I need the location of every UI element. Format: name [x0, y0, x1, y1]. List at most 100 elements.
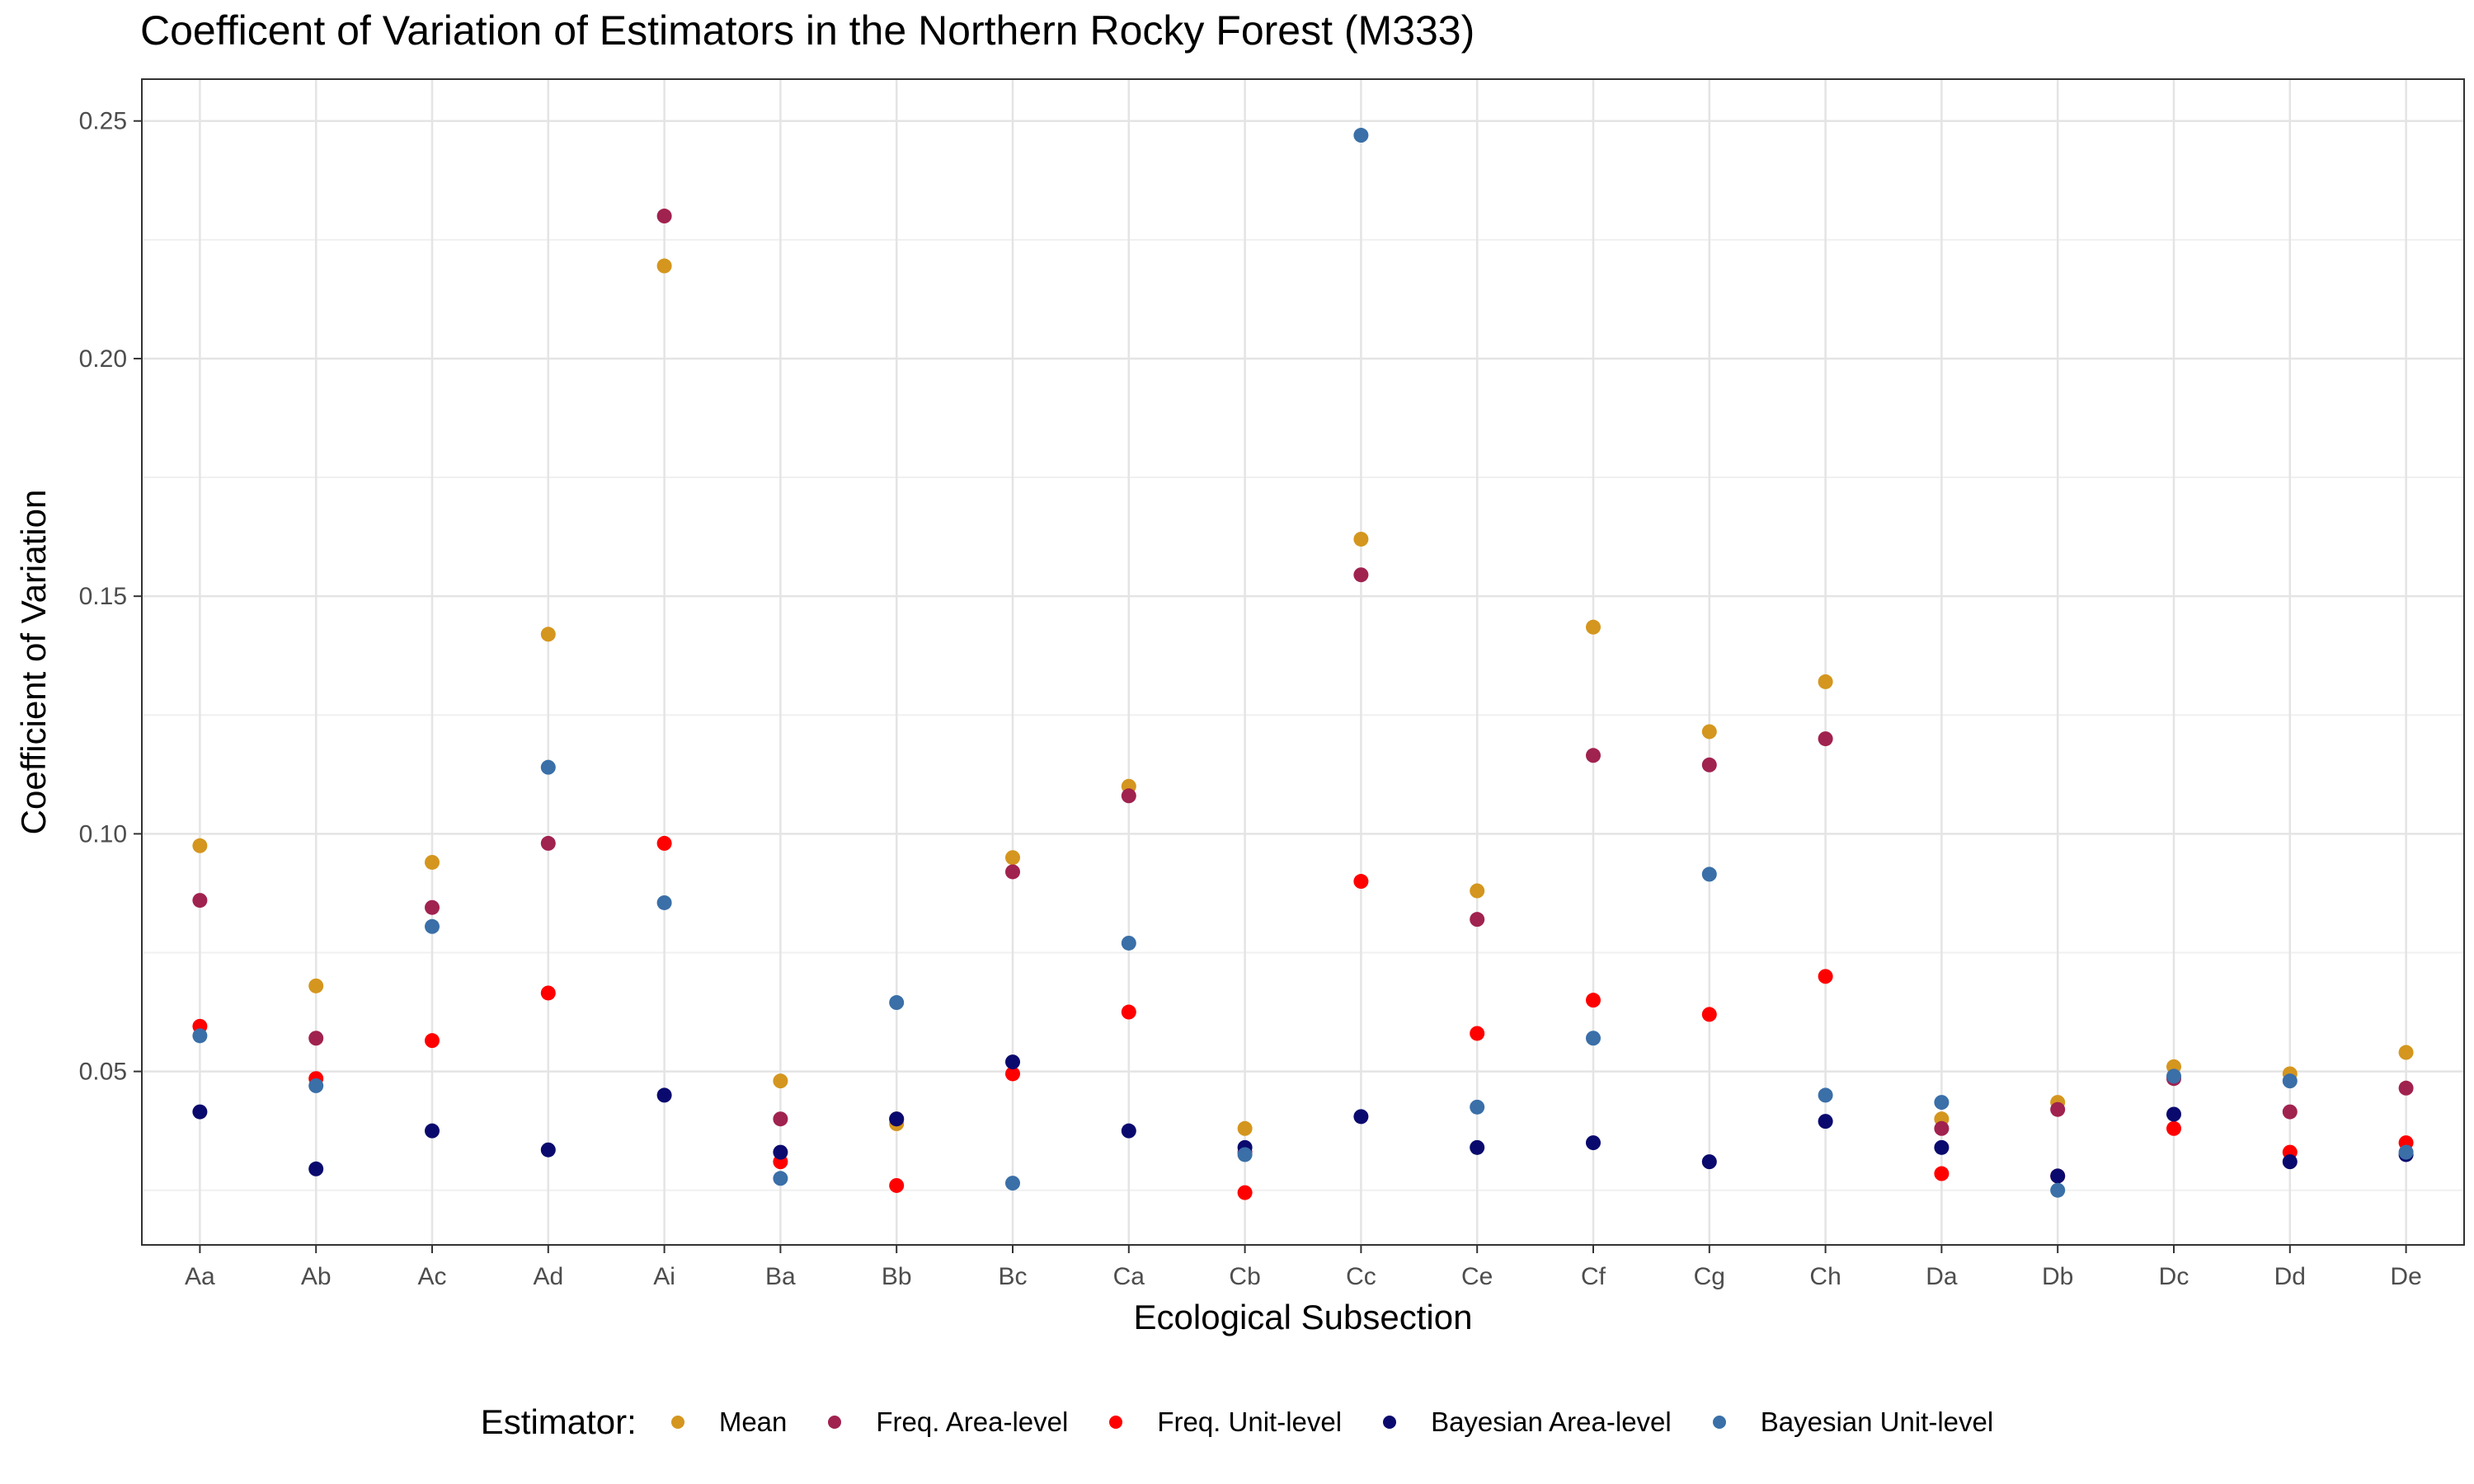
- point-freq-unit-level-ce: [1470, 1026, 1485, 1041]
- legend-label-freq-area-level: Freq. Area-level: [876, 1407, 1069, 1437]
- y-tick-label: 0.05: [79, 1059, 127, 1086]
- point-bayesian-area-level-ca: [1121, 1123, 1136, 1139]
- point-bayesian-area-level-db: [2050, 1168, 2066, 1184]
- x-tick-label: Ac: [417, 1263, 446, 1290]
- point-bayesian-area-level-ba: [773, 1144, 788, 1160]
- point-mean-cg: [1701, 724, 1717, 740]
- point-bayesian-unit-level-db: [2050, 1182, 2066, 1198]
- point-freq-unit-level-cg: [1701, 1007, 1717, 1022]
- y-axis-title: Coefficient of Variation: [14, 490, 53, 835]
- point-freq-area-level-ce: [1470, 912, 1485, 928]
- point-bayesian-area-level-dc: [2166, 1106, 2181, 1122]
- x-axis: Aa Ab Ac Ad Ai Ba Bb Bc Ca Cb Cc Ce Cf Cg Ch Da Db Dc Dd De: [185, 1245, 2422, 1290]
- chart-title: Coefficent of Variation of Estimators in…: [140, 7, 1475, 54]
- y-tick-label: 0.10: [79, 820, 127, 848]
- point-freq-unit-level-da: [1934, 1166, 1950, 1181]
- x-tick-label: Dc: [2159, 1263, 2189, 1290]
- point-bayesian-unit-level-ac: [425, 918, 440, 934]
- point-freq-area-level-da: [1934, 1120, 1950, 1136]
- legend-key-freq-area-level: [828, 1416, 842, 1429]
- legend-item-freq-unit-level: Freq. Unit-level: [1109, 1407, 1342, 1438]
- point-freq-unit-level-bc: [1005, 1066, 1020, 1082]
- point-freq-unit-level-bb: [889, 1177, 905, 1193]
- point-bayesian-unit-level-ai: [656, 895, 672, 910]
- x-tick-label: Cb: [1229, 1263, 1260, 1290]
- minor-gridlines: [142, 238, 2464, 1191]
- point-freq-unit-level-dc: [2166, 1120, 2181, 1136]
- point-bayesian-unit-level-da: [1934, 1095, 1950, 1111]
- legend-item-freq-area-level: Freq. Area-level: [828, 1407, 1068, 1438]
- point-mean-ba: [773, 1073, 788, 1089]
- point-bayesian-unit-level-bc: [1005, 1176, 1020, 1191]
- point-mean-bc: [1005, 850, 1020, 866]
- y-tick-label: 0.15: [79, 583, 127, 610]
- point-bayesian-area-level-cc: [1353, 1109, 1369, 1125]
- point-mean-ce: [1470, 883, 1485, 899]
- point-freq-unit-level-ad: [540, 985, 556, 1001]
- data-points: [192, 128, 2414, 1200]
- point-bayesian-unit-level-aa: [192, 1028, 208, 1044]
- x-tick-label: Ai: [653, 1263, 675, 1290]
- legend-key-bayesian-area-level: [1383, 1416, 1397, 1429]
- legend-key-bayesian-unit-level: [1712, 1416, 1726, 1429]
- point-freq-area-level-ba: [773, 1111, 788, 1127]
- x-tick-label: Ab: [301, 1263, 332, 1290]
- x-tick-label: Da: [1926, 1263, 1958, 1290]
- point-freq-unit-level-ac: [425, 1033, 440, 1049]
- x-tick-label: Ca: [1113, 1263, 1145, 1290]
- point-bayesian-area-level-cg: [1701, 1154, 1717, 1170]
- point-freq-unit-level-cf: [1586, 993, 1601, 1008]
- legend-label-bayesian-unit-level: Bayesian Unit-level: [1760, 1407, 1994, 1437]
- point-freq-unit-level-ai: [656, 835, 672, 851]
- point-bayesian-unit-level-cf: [1586, 1031, 1601, 1046]
- legend-key-freq-unit-level: [1109, 1416, 1123, 1429]
- point-bayesian-area-level-ch: [1818, 1114, 1833, 1129]
- point-bayesian-area-level-bb: [889, 1111, 905, 1127]
- point-bayesian-area-level-aa: [192, 1104, 208, 1120]
- point-bayesian-unit-level-dc: [2166, 1068, 2181, 1084]
- series-bayesian-area-level: [192, 1054, 2414, 1184]
- point-freq-area-level-ad: [540, 835, 556, 851]
- y-tick-label: 0.20: [79, 345, 127, 373]
- x-tick-label: Aa: [185, 1263, 215, 1290]
- x-tick-label: Ba: [765, 1263, 796, 1290]
- point-freq-area-level-bc: [1005, 864, 1020, 880]
- point-freq-unit-level-ca: [1121, 1004, 1136, 1020]
- point-freq-unit-level-cc: [1353, 874, 1369, 890]
- point-bayesian-unit-level-ce: [1470, 1099, 1485, 1115]
- point-mean-aa: [192, 838, 208, 853]
- point-bayesian-unit-level-ab: [308, 1078, 324, 1093]
- x-tick-label: Db: [2042, 1263, 2073, 1290]
- y-axis: 0.05 0.10 0.15 0.20 0.25: [79, 108, 142, 1086]
- point-freq-area-level-ch: [1818, 731, 1833, 747]
- legend-item-bayesian-area-level: Bayesian Area-level: [1383, 1407, 1672, 1438]
- major-gridlines: [142, 79, 2464, 1245]
- x-tick-label: Cg: [1694, 1263, 1725, 1290]
- point-bayesian-area-level-ab: [308, 1161, 324, 1176]
- point-freq-area-level-aa: [192, 893, 208, 909]
- x-tick-label: De: [2390, 1263, 2421, 1290]
- point-bayesian-unit-level-ch: [1818, 1087, 1833, 1103]
- x-tick-label: Ch: [1809, 1263, 1841, 1290]
- x-tick-label: Bc: [998, 1263, 1027, 1290]
- point-freq-area-level-de: [2398, 1080, 2414, 1096]
- legend-key-mean: [670, 1416, 684, 1429]
- point-bayesian-area-level-cf: [1586, 1135, 1601, 1151]
- point-freq-area-level-ab: [308, 1031, 324, 1046]
- legend-item-bayesian-unit-level: Bayesian Unit-level: [1712, 1407, 1994, 1438]
- point-mean-cf: [1586, 619, 1601, 635]
- point-mean-de: [2398, 1045, 2414, 1060]
- point-bayesian-unit-level-de: [2398, 1144, 2414, 1160]
- legend-label-mean: Mean: [718, 1407, 788, 1437]
- point-freq-area-level-cg: [1701, 757, 1717, 773]
- series-bayesian-unit-level: [192, 128, 2414, 1198]
- point-freq-area-level-cf: [1586, 748, 1601, 763]
- point-bayesian-area-level-bc: [1005, 1054, 1020, 1070]
- point-bayesian-unit-level-cc: [1353, 128, 1369, 143]
- legend-title: Estimator:: [480, 1402, 637, 1441]
- legend-label-bayesian-area-level: Bayesian Area-level: [1431, 1407, 1672, 1437]
- point-bayesian-area-level-ac: [425, 1123, 440, 1139]
- series-freq-area-level: [192, 209, 2414, 1160]
- point-bayesian-area-level-ai: [656, 1087, 672, 1103]
